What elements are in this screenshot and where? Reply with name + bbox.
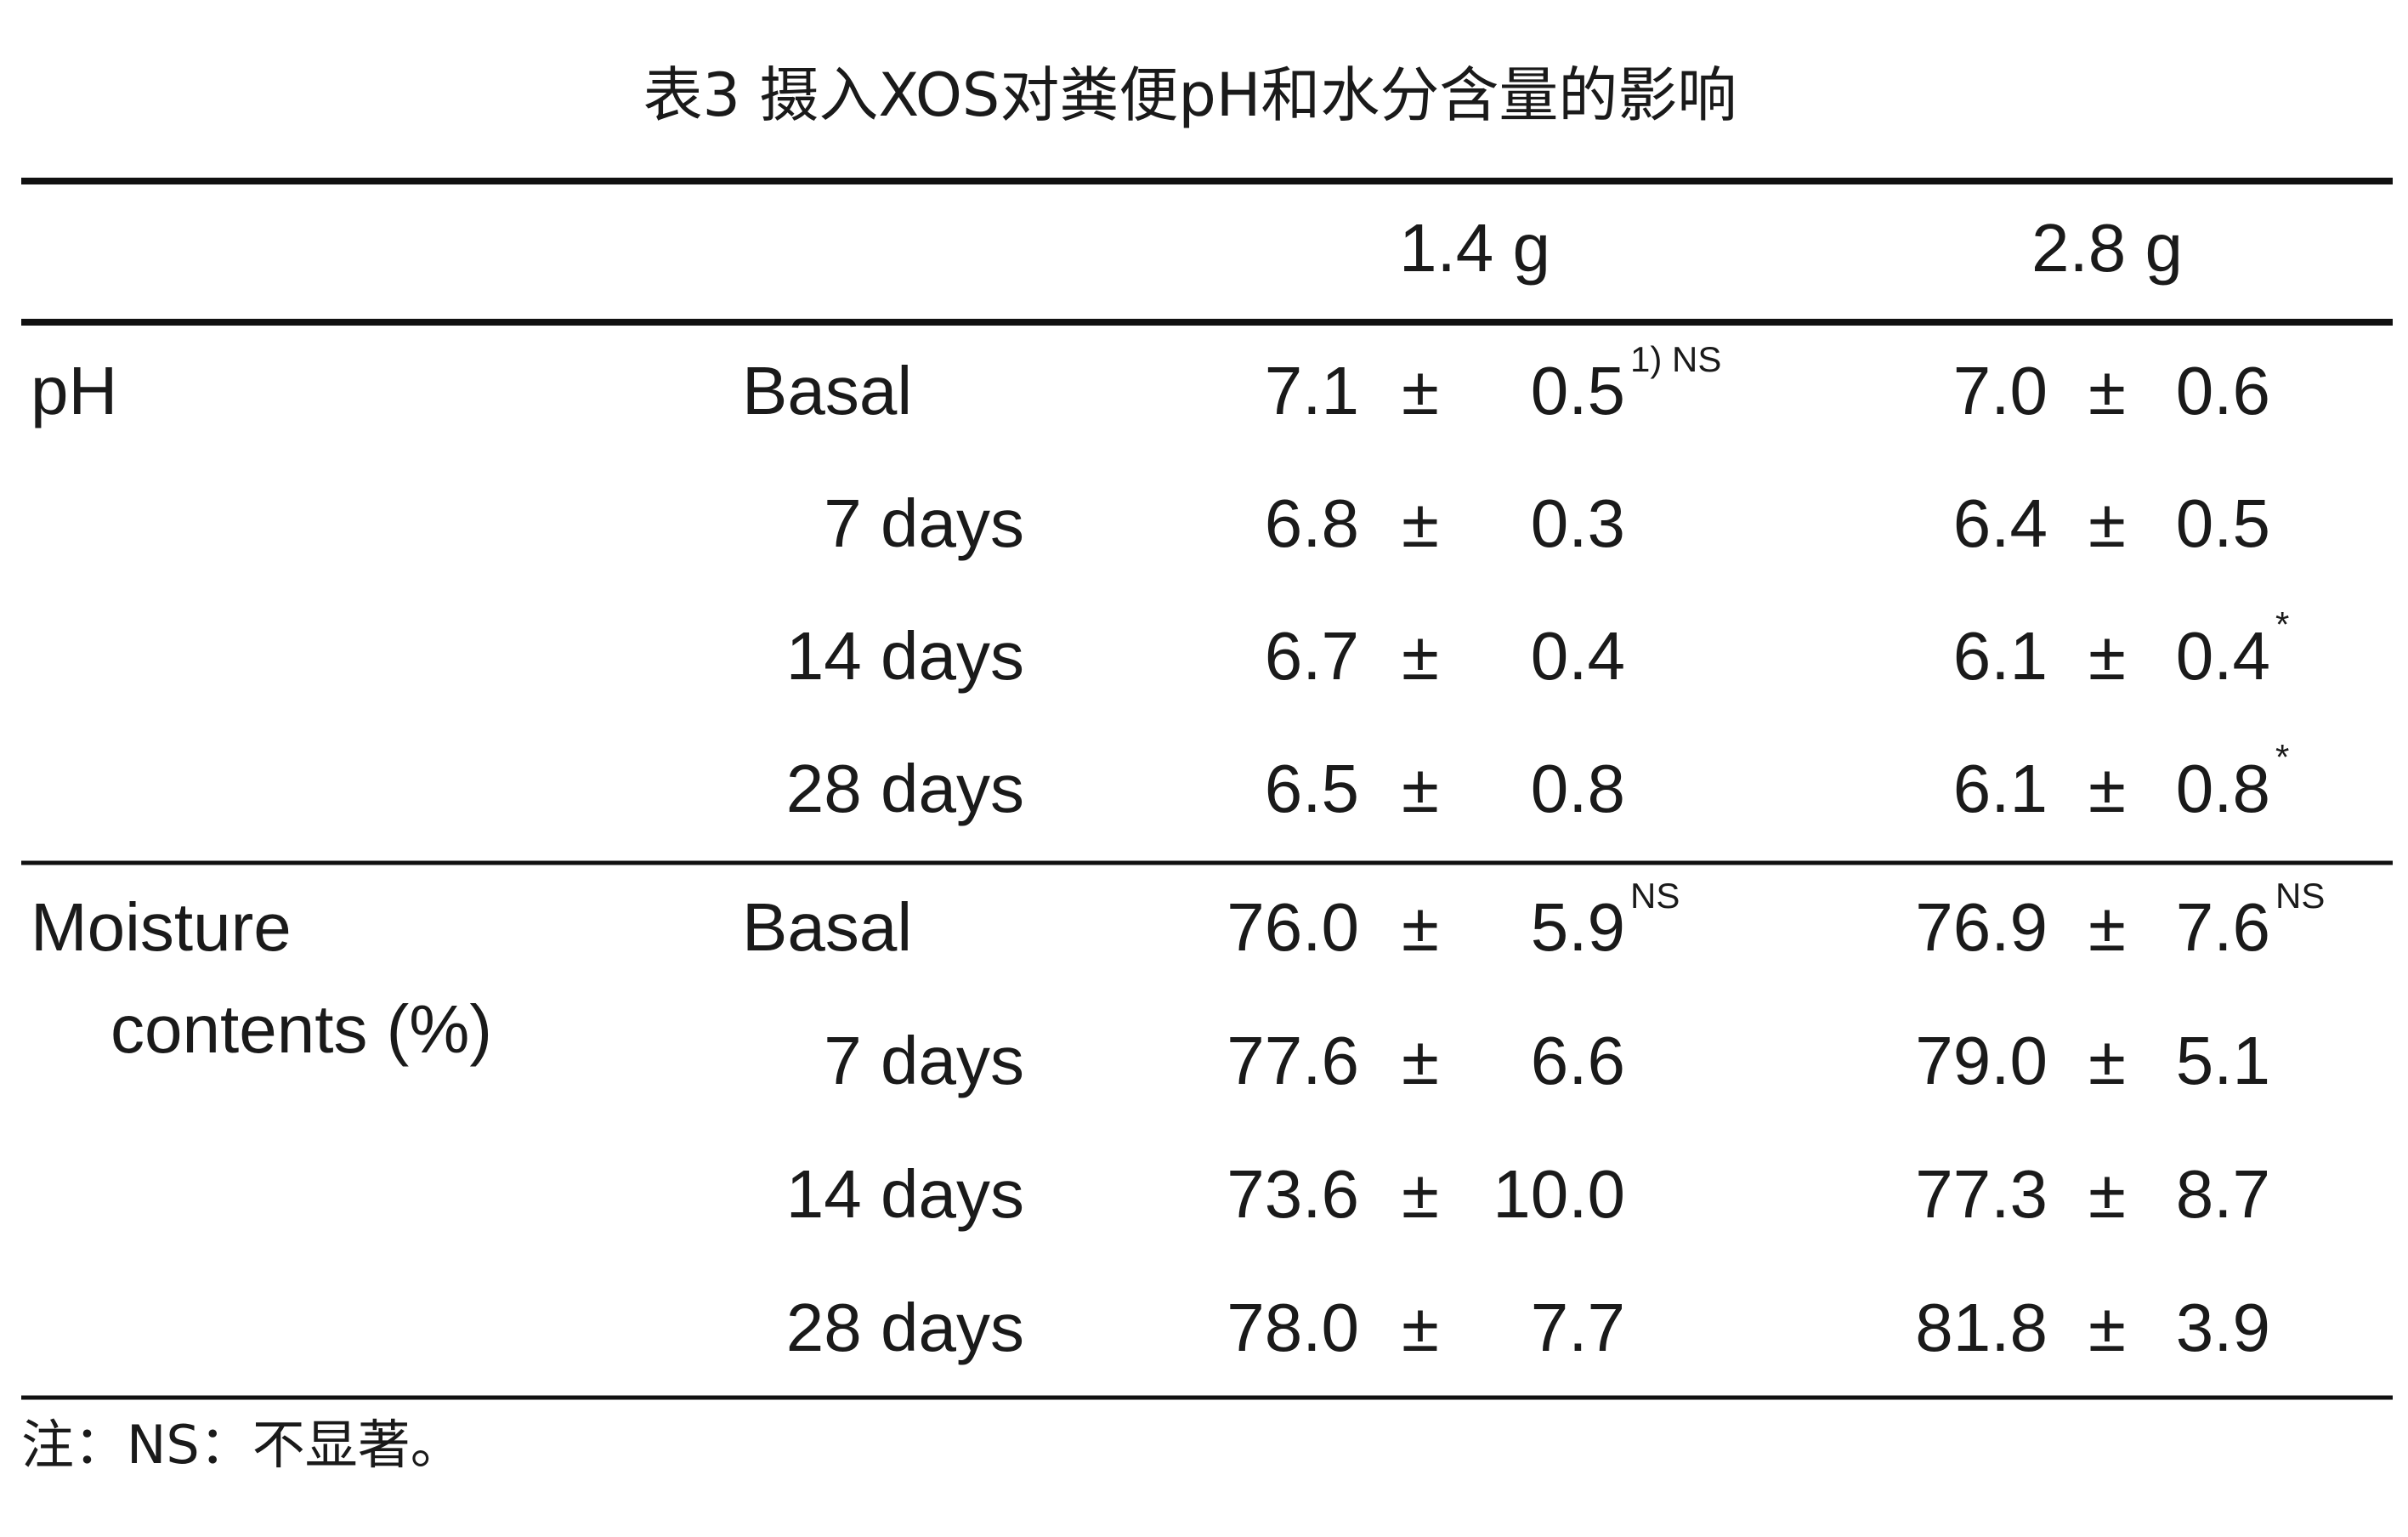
- cell-sd: 0.6: [2176, 353, 2270, 428]
- cell-sd: 5.9: [1531, 889, 1625, 965]
- cell-pm: ±: [2088, 751, 2126, 826]
- cell-note: 1) NS: [1630, 339, 1721, 379]
- cell-pm: ±: [1402, 485, 1439, 561]
- cell-pm: ±: [2088, 353, 2126, 428]
- cell-mean: 6.5: [1265, 751, 1359, 826]
- row-label: Basal: [742, 353, 912, 428]
- cell-pm: ±: [2088, 1156, 2126, 1232]
- cell-pm: ±: [1402, 1290, 1439, 1365]
- cell-pm: ±: [1402, 1156, 1439, 1232]
- cell-note: NS: [1630, 876, 1680, 916]
- cell-sd: 0.4: [2176, 618, 2270, 694]
- row-label: 28 days: [786, 1290, 1024, 1365]
- group-label: pH: [31, 353, 117, 428]
- cell-pm: ±: [1402, 618, 1439, 694]
- cell-mean: 6.1: [1953, 618, 2048, 694]
- cell-sd: 8.7: [2176, 1156, 2270, 1232]
- table-title: 表3 摄入XOS对粪便pH和水分含量的影响: [643, 60, 1737, 130]
- cell-pm: ±: [2088, 1290, 2126, 1365]
- row-label: 7 days: [824, 1023, 1024, 1098]
- row-label: 28 days: [786, 751, 1024, 826]
- group-label: contents (%): [110, 991, 492, 1067]
- cell-mean: 81.8: [1915, 1290, 2048, 1365]
- cell-sd: 0.4: [1531, 618, 1625, 694]
- row-label: 7 days: [824, 485, 1024, 561]
- cell-sd: 3.9: [2176, 1290, 2270, 1365]
- cell-mean: 7.0: [1953, 353, 2048, 428]
- cell-mean: 6.1: [1953, 751, 2048, 826]
- cell-pm: ±: [1402, 889, 1439, 965]
- cell-mean: 6.7: [1265, 618, 1359, 694]
- cell-sd: 0.5: [2176, 485, 2270, 561]
- cell-mean: 78.0: [1227, 1290, 1359, 1365]
- cell-pm: ±: [1402, 1023, 1439, 1098]
- row-label: Basal: [742, 889, 912, 965]
- cell-note: *: [2275, 604, 2289, 644]
- footnote: 注：NS：不显著。: [21, 1414, 463, 1476]
- cell-mean: 77.3: [1915, 1156, 2048, 1232]
- cell-mean: 77.6: [1227, 1023, 1359, 1098]
- cell-mean: 79.0: [1915, 1023, 2048, 1098]
- cell-note: *: [2275, 737, 2289, 777]
- cell-mean: 6.4: [1953, 485, 2048, 561]
- cell-sd: 6.6: [1531, 1023, 1625, 1098]
- row-label: 14 days: [786, 1156, 1024, 1232]
- group-label: Moisture: [31, 889, 292, 965]
- cell-sd: 10.0: [1493, 1156, 1625, 1232]
- cell-pm: ±: [2088, 618, 2126, 694]
- cell-mean: 76.9: [1915, 889, 2048, 965]
- cell-pm: ±: [2088, 485, 2126, 561]
- cell-note: NS: [2275, 876, 2325, 916]
- cell-mean: 6.8: [1265, 485, 1359, 561]
- column-header: 1.4 g: [1399, 210, 1550, 286]
- cell-sd: 7.7: [1531, 1290, 1625, 1365]
- cell-sd: 0.3: [1531, 485, 1625, 561]
- column-header: 2.8 g: [2031, 210, 2183, 286]
- cell-sd: 0.8: [2176, 751, 2270, 826]
- cell-sd: 0.8: [1531, 751, 1625, 826]
- row-label: 14 days: [786, 618, 1024, 694]
- cell-sd: 5.1: [2176, 1023, 2270, 1098]
- cell-mean: 7.1: [1265, 353, 1359, 428]
- cell-mean: 76.0: [1227, 889, 1359, 965]
- cell-pm: ±: [1402, 353, 1439, 428]
- cell-sd: 0.5: [1531, 353, 1625, 428]
- cell-sd: 7.6: [2176, 889, 2270, 965]
- cell-pm: ±: [1402, 751, 1439, 826]
- cell-pm: ±: [2088, 889, 2126, 965]
- cell-mean: 73.6: [1227, 1156, 1359, 1232]
- cell-pm: ±: [2088, 1023, 2126, 1098]
